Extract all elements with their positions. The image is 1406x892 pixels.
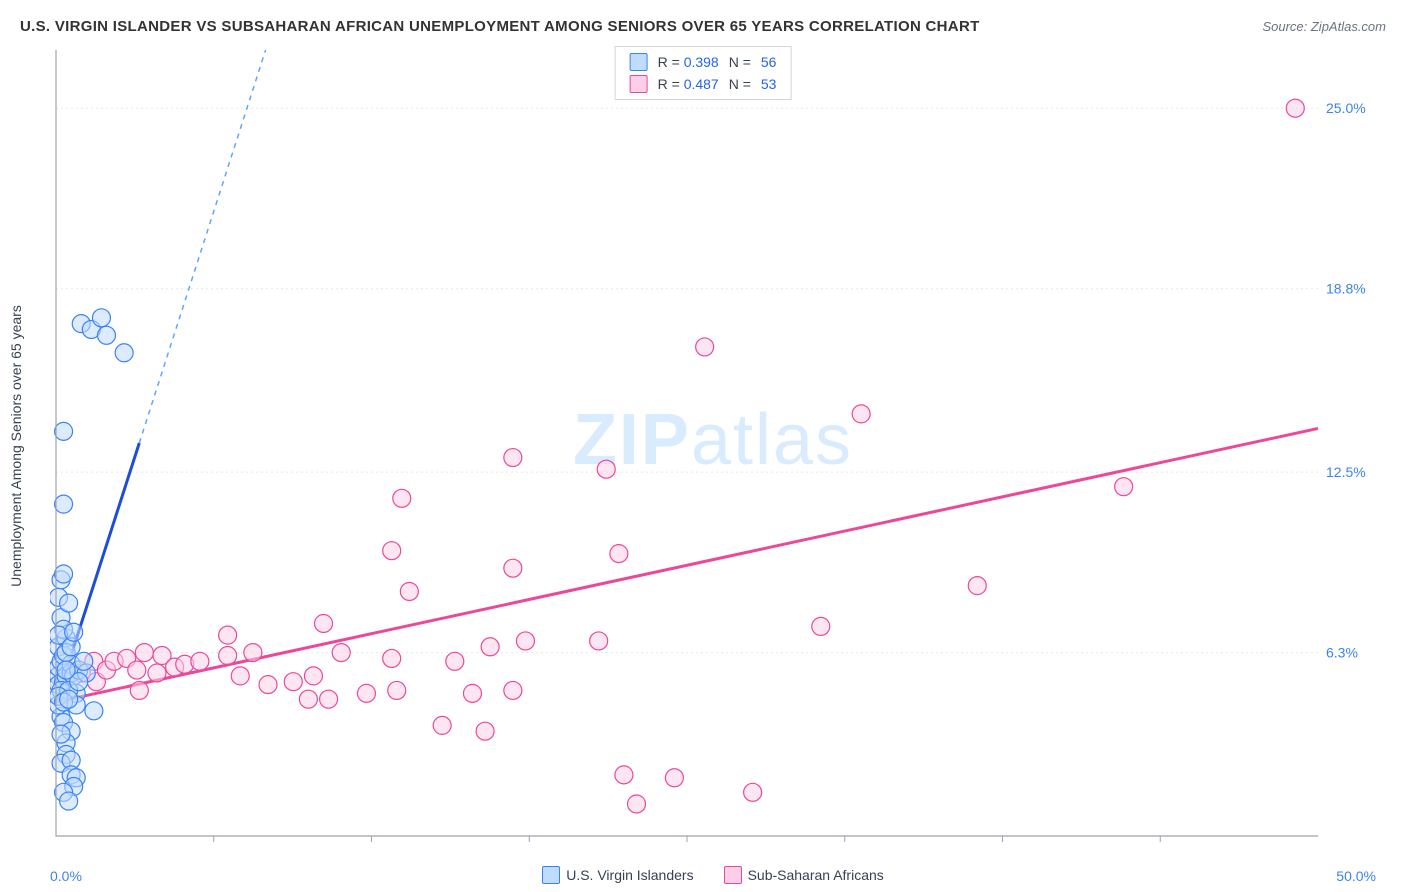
series-legend: U.S. Virgin Islanders Sub-Saharan Africa… xyxy=(50,866,1376,884)
svg-text:6.3%: 6.3% xyxy=(1326,645,1358,661)
stats-row-blue: R = 0.398 N = 56 xyxy=(616,51,791,73)
chart-title: U.S. VIRGIN ISLANDER VS SUBSAHARAN AFRIC… xyxy=(20,18,980,35)
x-axis-max: 50.0% xyxy=(1336,868,1376,884)
pink-chip xyxy=(630,75,648,93)
chart-plot-area: ZIPatlas 6.3%12.5%18.8%25.0% xyxy=(50,44,1376,852)
svg-text:12.5%: 12.5% xyxy=(1326,464,1366,480)
svg-text:25.0%: 25.0% xyxy=(1326,100,1366,116)
source-label: Source: ZipAtlas.com xyxy=(1262,19,1386,34)
y-axis-label: Unemployment Among Seniors over 65 years xyxy=(8,305,24,587)
stats-row-pink: R = 0.487 N = 53 xyxy=(616,73,791,95)
source-link[interactable]: ZipAtlas.com xyxy=(1311,19,1386,34)
legend-chip-pink xyxy=(724,866,742,884)
svg-text:18.8%: 18.8% xyxy=(1326,281,1366,297)
blue-chip xyxy=(630,53,648,71)
stats-legend: R = 0.398 N = 56 R = 0.487 N = 53 xyxy=(615,46,792,100)
legend-chip-blue xyxy=(542,866,560,884)
